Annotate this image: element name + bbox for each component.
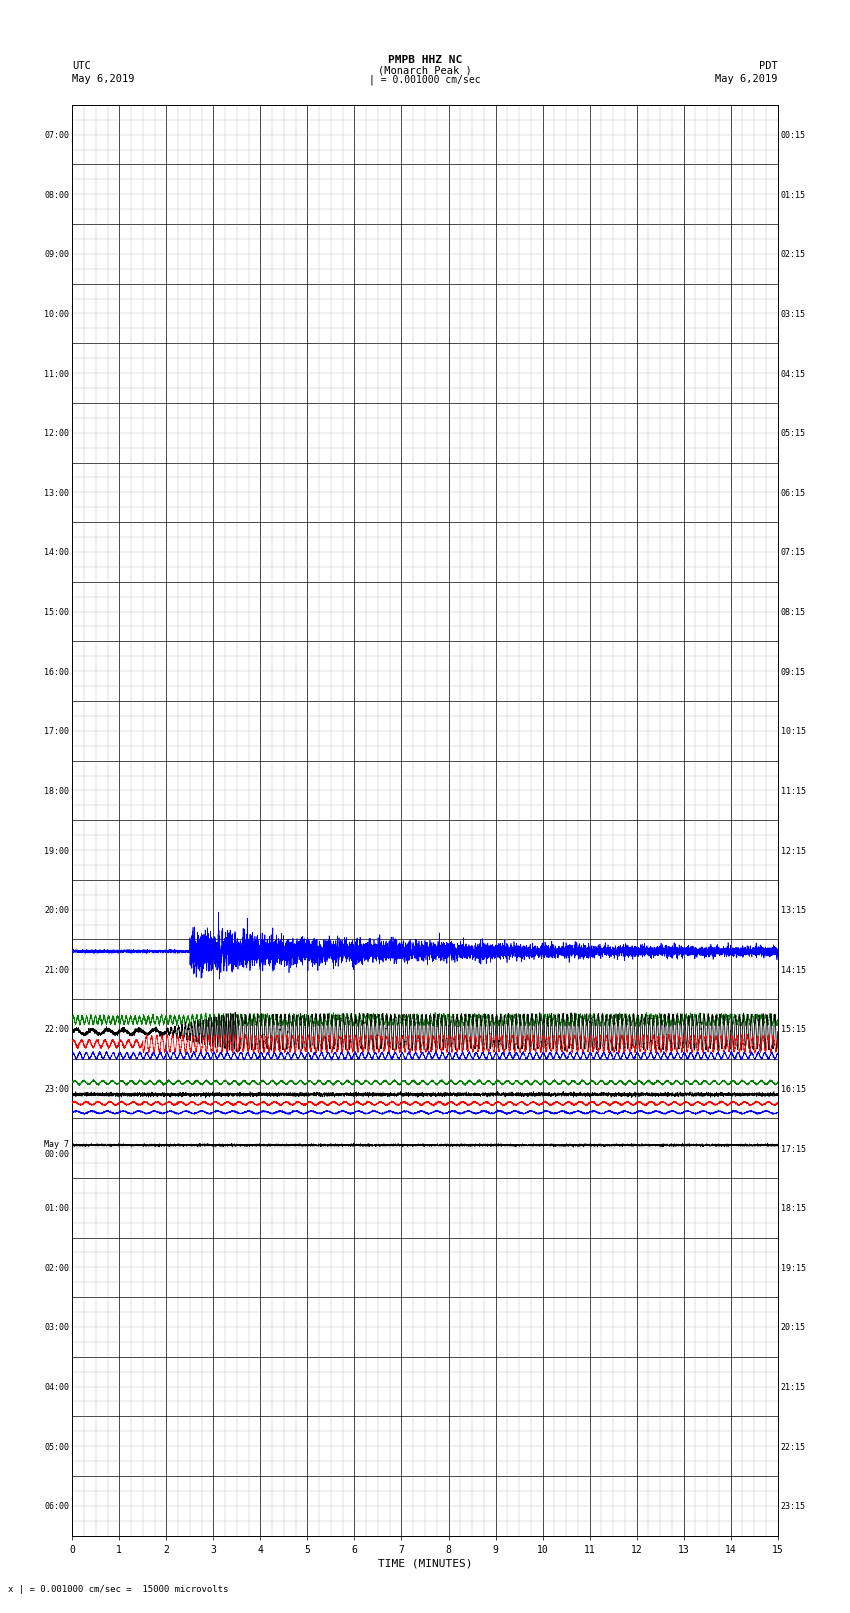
Text: PDT: PDT: [759, 61, 778, 71]
Text: x | = 0.001000 cm/sec =  15000 microvolts: x | = 0.001000 cm/sec = 15000 microvolts: [8, 1584, 229, 1594]
X-axis label: TIME (MINUTES): TIME (MINUTES): [377, 1558, 473, 1569]
Text: May 6,2019: May 6,2019: [715, 74, 778, 84]
Text: PMPB HHZ NC: PMPB HHZ NC: [388, 55, 462, 65]
Text: (Monarch Peak ): (Monarch Peak ): [378, 65, 472, 76]
Text: | = 0.001000 cm/sec: | = 0.001000 cm/sec: [369, 74, 481, 84]
Text: UTC: UTC: [72, 61, 91, 71]
Text: May 6,2019: May 6,2019: [72, 74, 135, 84]
